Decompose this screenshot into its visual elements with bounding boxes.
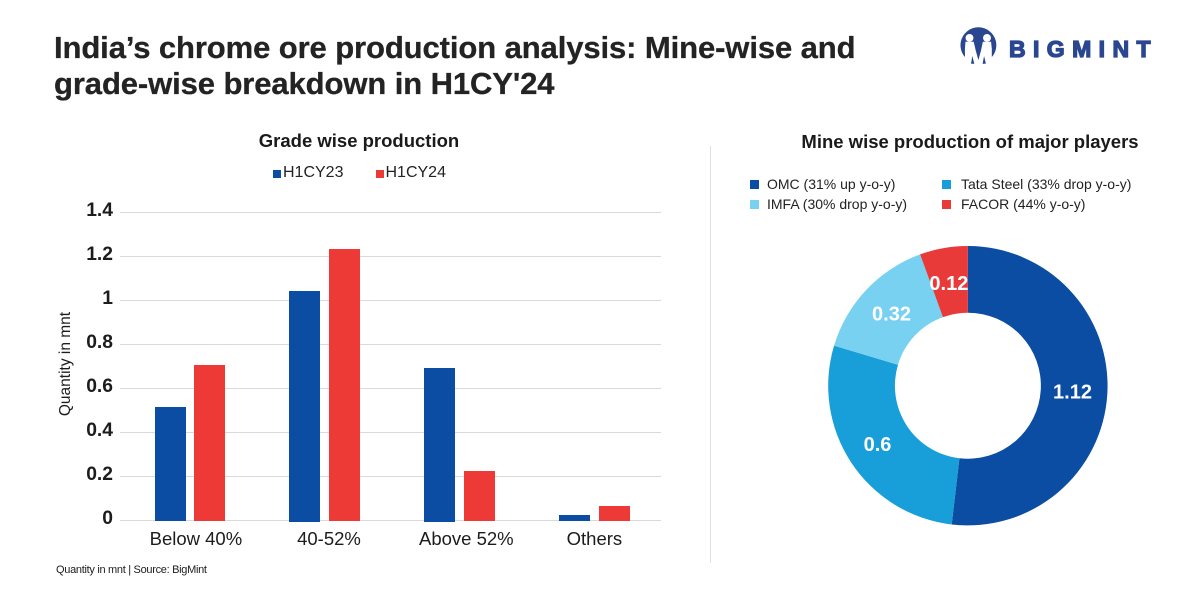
svg-text:0.12: 0.12 xyxy=(929,273,968,295)
svg-text:1.12: 1.12 xyxy=(1053,382,1092,404)
svg-text:0.6: 0.6 xyxy=(864,434,892,456)
svg-text:0.32: 0.32 xyxy=(872,303,911,325)
